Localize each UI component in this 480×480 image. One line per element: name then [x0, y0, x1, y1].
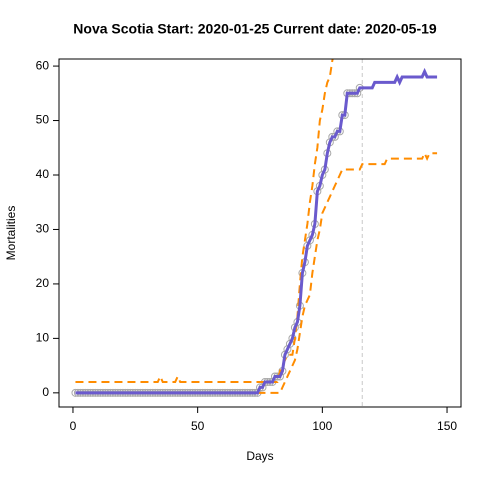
y-tick-label: 30	[36, 222, 50, 236]
band-line	[75, 59, 334, 383]
y-tick-label: 60	[36, 58, 50, 72]
chart-title: Nova Scotia Start: 2020-01-25 Current da…	[73, 21, 437, 37]
plot-box	[58, 58, 462, 408]
y-tick-label: 50	[36, 113, 50, 127]
y-tick-label: 0	[42, 385, 49, 399]
x-tick-label: 150	[437, 419, 457, 433]
x-tick-label: 100	[312, 419, 332, 433]
y-tick-label: 40	[36, 167, 50, 181]
x-axis-label: Days	[246, 449, 273, 463]
fit-line	[75, 67, 438, 395]
plot-area	[71, 59, 438, 407]
y-axis-label: Mortalities	[4, 206, 18, 261]
y-tick-label: 20	[36, 276, 50, 290]
y-tick-label: 10	[36, 331, 50, 345]
x-tick-label: 0	[70, 419, 77, 433]
x-tick-label: 50	[191, 419, 205, 433]
